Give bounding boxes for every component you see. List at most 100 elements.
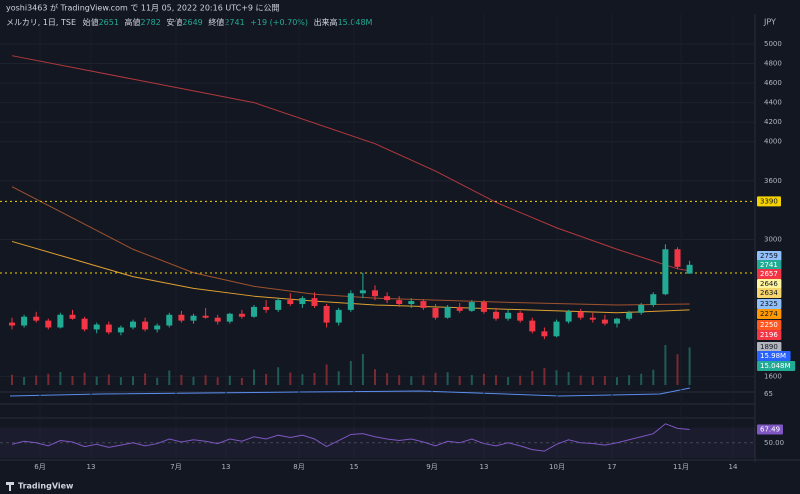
x-tick-label: 6月 [34, 463, 45, 471]
candle-body [384, 296, 391, 301]
high-value: 2782 [141, 18, 161, 27]
rsi-line [11, 423, 690, 452]
candle-body [529, 320, 536, 332]
volume-bar [616, 377, 618, 385]
y-tick-label: 3000 [764, 235, 782, 243]
price-label-bg [757, 342, 782, 352]
price-label-bg [757, 320, 782, 330]
x-tick-label: 13 [222, 463, 231, 471]
low-value: 2649 [182, 18, 202, 27]
low-label: 安値 [166, 17, 182, 27]
volume-bar [337, 371, 340, 385]
volume-bar [446, 372, 449, 385]
candle-body [105, 324, 112, 333]
candle-body [601, 319, 608, 324]
legend: メルカリ, 1日, TSE 始値2651 高値2782 安値2649 終値274… [6, 17, 373, 27]
volume-bar [579, 375, 582, 385]
volume-bar [519, 375, 522, 385]
volume-bar [410, 376, 413, 385]
price-label-bg [757, 351, 791, 361]
rsi-label: 67.49 [760, 426, 780, 434]
candle-body [263, 306, 270, 310]
candle-body [130, 321, 136, 328]
candle-body [57, 314, 64, 328]
volume-bar [664, 345, 667, 385]
price-label: 2196 [760, 331, 778, 339]
candle-body [214, 317, 221, 322]
candle-body [505, 312, 512, 319]
price-label-bg [757, 330, 782, 340]
change: +19 (+0.70%) [250, 18, 308, 27]
candle-body [408, 301, 415, 305]
candle-body [226, 313, 233, 322]
volume-bar [23, 377, 26, 385]
volume-bar [107, 374, 110, 385]
price-label-bg [757, 299, 782, 309]
price-label: 2325 [760, 300, 778, 308]
x-tick-label: 13 [87, 463, 96, 471]
volume-bar [216, 377, 219, 385]
candle-body [81, 318, 88, 330]
y-tick-label: 4600 [764, 79, 782, 87]
close-label: 終値 [208, 17, 224, 27]
candle-body [396, 300, 403, 305]
candle-body [650, 294, 657, 305]
candle-body [335, 309, 342, 323]
price-label: 2759 [760, 252, 778, 260]
candle-body [432, 307, 439, 318]
volume-bar [35, 375, 38, 385]
currency: JPY [763, 18, 776, 27]
volume-bar [277, 367, 280, 385]
volume-bar [676, 354, 679, 385]
level-label: 3390 [760, 197, 778, 205]
price-label-bg [757, 309, 782, 319]
rsi-tick-label: 50.00 [764, 439, 784, 447]
volume-bar [422, 375, 425, 385]
volume-bar [688, 347, 691, 385]
volume-bar [228, 375, 231, 385]
y-tick-label: 4400 [764, 99, 782, 107]
volume-bar [180, 375, 183, 385]
y-tick-label: 5000 [764, 40, 782, 48]
candle-body [674, 249, 681, 267]
volume-bar [555, 370, 558, 385]
candle-body [33, 316, 40, 321]
brand: TradingView [18, 482, 74, 491]
price-label: 2634 [760, 289, 778, 297]
volume-bar [47, 373, 50, 385]
price-label-bg [757, 279, 782, 289]
volume-bar [204, 375, 207, 385]
candle-body [553, 321, 560, 337]
close-value: 2741 [224, 18, 244, 27]
volume-bar [458, 376, 461, 385]
volume-bar [398, 375, 401, 385]
volume-bar [119, 377, 122, 385]
candle-body [251, 306, 257, 317]
candle-body [9, 322, 15, 326]
volume-bar [543, 368, 546, 385]
candle-body [190, 315, 197, 321]
candle-body [45, 320, 52, 328]
volume-bar [313, 373, 316, 385]
volume-bar [652, 369, 655, 385]
moving-average [11, 55, 690, 272]
price-label: 15.98M [760, 352, 786, 360]
high-label: 高値 [125, 17, 141, 27]
x-tick-label: 13 [480, 463, 489, 471]
rsi-label-bg [757, 424, 783, 435]
candle-body [480, 302, 487, 312]
candle-body [275, 300, 282, 310]
volume-bar [192, 376, 195, 385]
moving-average [11, 240, 690, 314]
volume-bar [83, 372, 86, 385]
volume-value: 15.048M [338, 18, 373, 27]
volume-bar [156, 377, 159, 385]
candle-body [662, 249, 669, 295]
candle-body [614, 318, 620, 324]
volume-bar [132, 376, 134, 385]
volume-bar [507, 377, 510, 385]
candle-body [178, 314, 185, 321]
price-label: 2646 [760, 280, 778, 288]
